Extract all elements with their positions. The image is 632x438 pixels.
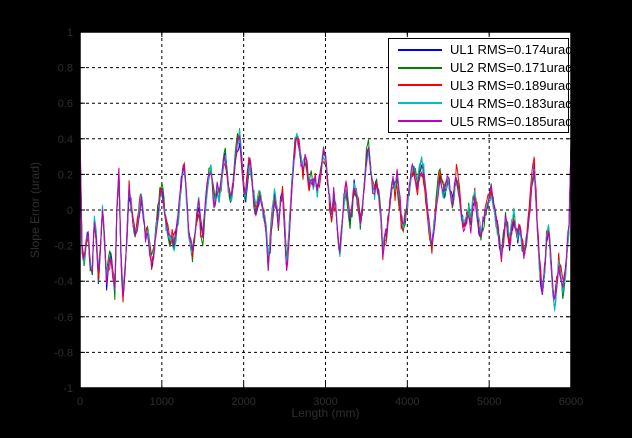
y-tick-label: 0.2 (58, 169, 73, 181)
x-tick-label: 3000 (313, 396, 337, 408)
y-axis-label: Slope Error (urad) (28, 161, 42, 259)
legend-item-ul5: UL5 RMS=0.185urad (389, 112, 573, 130)
series-line-ul5 (80, 135, 571, 300)
y-tick-label: 0.4 (58, 134, 73, 146)
y-tick-label: -0.4 (54, 276, 73, 288)
x-tick-label: 1000 (150, 396, 174, 408)
legend-item-ul3: UL3 RMS=0.189urad (389, 77, 573, 95)
x-axis-label: Length (mm) (291, 406, 360, 420)
y-tick-label: 1 (67, 27, 73, 39)
legend-item-ul1: UL1 RMS=0.174urad (389, 41, 573, 59)
legend-label-ul3: UL3 RMS=0.189urad (450, 77, 573, 93)
legend-label-ul4: UL4 RMS=0.183urad (450, 95, 573, 111)
legend-line-sample-ul5 (398, 120, 442, 123)
y-tick-label: -0.8 (54, 347, 73, 359)
legend-label-ul5: UL5 RMS=0.185urad (450, 113, 573, 129)
legend-label-ul1: UL1 RMS=0.174urad (450, 42, 573, 58)
y-tick-label: -0.2 (54, 241, 73, 253)
y-tick-label: 0.6 (58, 98, 73, 110)
y-tick-label: 0 (67, 205, 73, 217)
x-tick-label: 5000 (477, 396, 501, 408)
x-tick-label: 4000 (395, 396, 419, 408)
x-tick-label: 2000 (231, 396, 255, 408)
y-tick-label: 0.8 (58, 63, 73, 75)
legend-line-sample-ul4 (398, 102, 442, 105)
legend-item-ul2: UL2 RMS=0.171urad (389, 59, 573, 77)
legend-item-ul4: UL4 RMS=0.183urad (389, 94, 573, 112)
y-tick-label: -0.6 (54, 312, 73, 324)
x-tick-label: 6000 (559, 396, 583, 408)
legend-label-ul2: UL2 RMS=0.171urad (450, 60, 573, 76)
y-tick-label: -1 (63, 383, 73, 395)
legend-line-sample-ul3 (398, 84, 442, 87)
legend-line-sample-ul2 (398, 66, 442, 69)
legend: UL1 RMS=0.174urad UL2 RMS=0.171urad UL3 … (388, 38, 573, 133)
legend-line-sample-ul1 (398, 48, 442, 51)
x-tick-label: 0 (77, 396, 83, 408)
